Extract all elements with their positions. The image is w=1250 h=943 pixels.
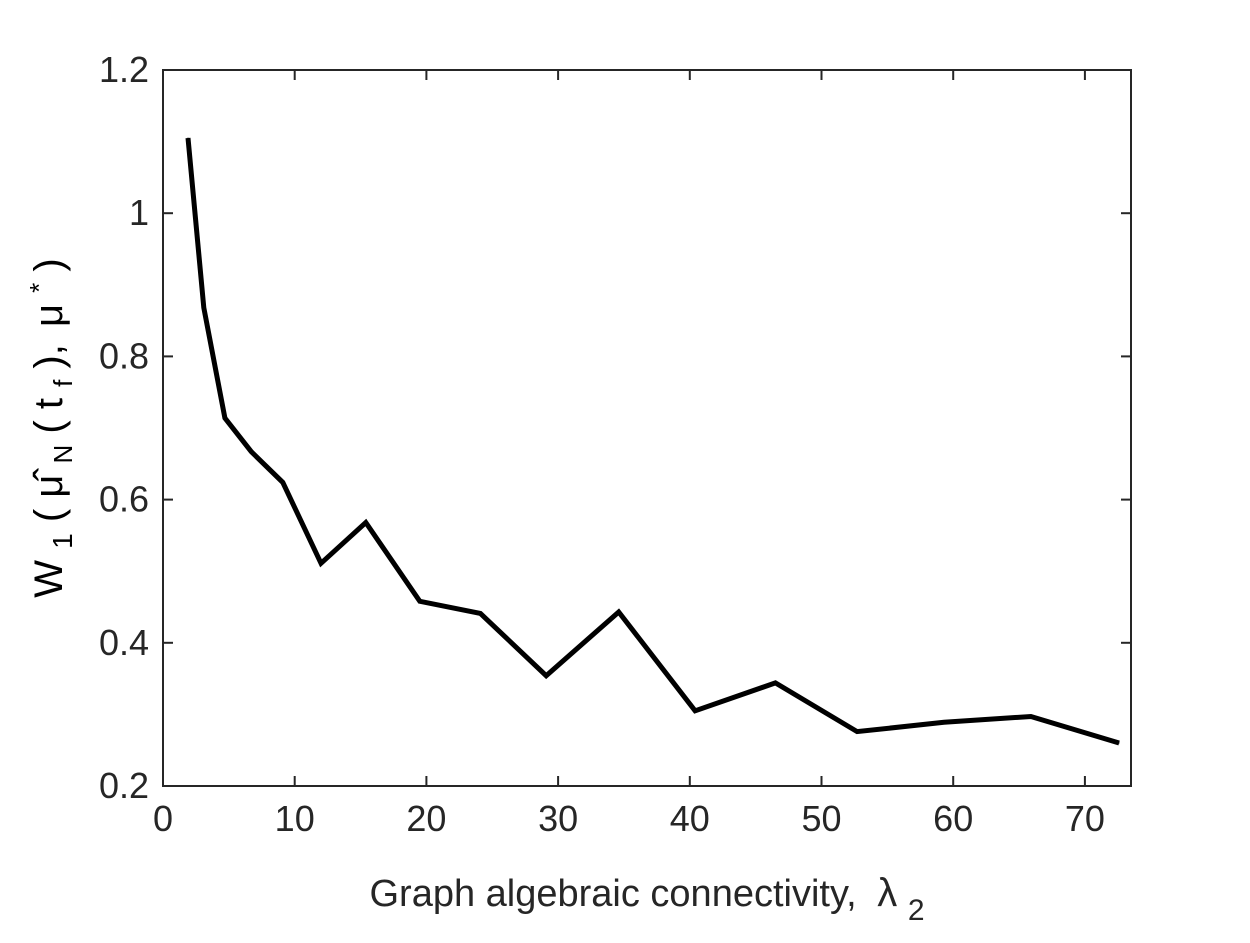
x-axis-label-symbol: λ: [877, 871, 897, 915]
tick-layer: 0 10 20 30 40 50 60 70 0.2 0.4 0.6 0.8 1 1.2: [99, 49, 1131, 839]
y-label-W: W: [27, 560, 71, 598]
data-point: [250, 451, 252, 453]
y-tick-label: 0.2: [99, 765, 149, 806]
y-tick-label: 1: [129, 192, 149, 233]
x-tick-label: 50: [801, 798, 841, 839]
x-tick-label: 0: [153, 798, 173, 839]
data-point: [1030, 716, 1032, 717]
data-point: [618, 611, 620, 613]
y-label-f: f: [48, 379, 78, 387]
x-tick-label: 20: [406, 798, 446, 839]
y-label-star: *: [24, 283, 54, 293]
series-layer: [185, 137, 1120, 746]
x-tick-label: 60: [933, 798, 973, 839]
x-tick-label: 10: [275, 798, 315, 839]
data-point: [187, 137, 189, 139]
data-point: [545, 675, 547, 677]
y-label-mu: μ: [27, 304, 71, 327]
axes-box: [162, 69, 1132, 787]
y-label-W-sub: 1: [47, 533, 78, 549]
y-label-t: t: [27, 398, 71, 409]
x-axis-label: Graph algebraic connectivity, λ 2: [369, 871, 924, 927]
data-point: [224, 417, 226, 419]
data-point: [365, 522, 367, 523]
y-label-mu-hat: μ̂: [27, 468, 71, 498]
data-point: [419, 600, 421, 602]
y-tick-label: 0.8: [99, 335, 149, 376]
y-tick-label: 0.6: [99, 479, 149, 520]
data-point: [1118, 742, 1120, 744]
y-label-close: ): [27, 258, 71, 271]
y-axis-label: W 1 ( μ̂ N ( t f ), μ * ): [13, 258, 81, 598]
y-tick-label: 0.4: [99, 622, 149, 663]
x-tick-label: 40: [670, 798, 710, 839]
x-tick-label: 30: [538, 798, 578, 839]
y-label-t-close: ),: [27, 344, 71, 368]
data-point: [694, 710, 696, 712]
data-point: [203, 307, 205, 309]
y-tick-label: 1.2: [99, 49, 149, 90]
x-axis-label-subscript: 2: [908, 894, 925, 927]
data-point: [282, 481, 284, 483]
data-point: [856, 731, 858, 733]
data-point: [943, 721, 945, 723]
y-label-N: N: [48, 445, 78, 464]
x-tick-label: 70: [1065, 798, 1105, 839]
data-point: [479, 612, 481, 614]
plot-area: [163, 70, 1131, 786]
y-label-t-open: (: [27, 420, 71, 434]
data-point: [774, 682, 776, 684]
data-point: [320, 562, 322, 564]
y-label-open: (: [27, 508, 71, 522]
x-axis-label-text: Graph algebraic connectivity,: [369, 873, 856, 915]
